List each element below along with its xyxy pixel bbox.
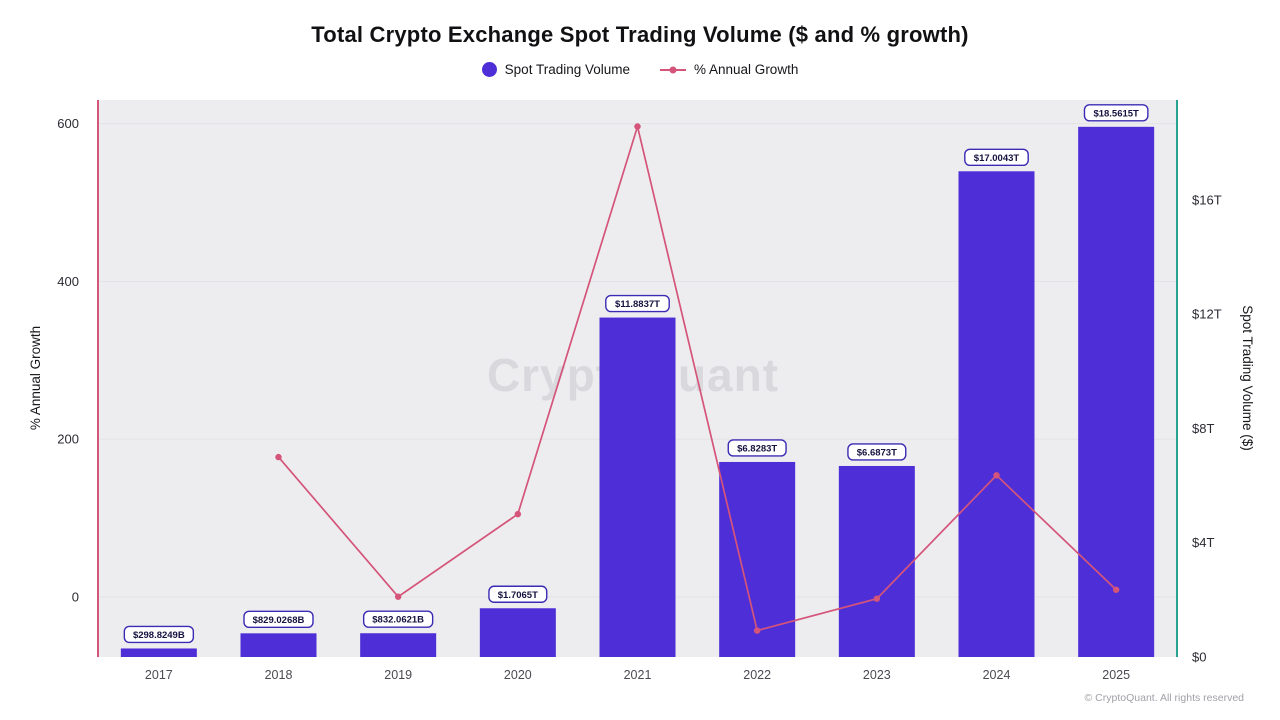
bar-label-box-2020 xyxy=(488,585,548,603)
legend: Spot Trading Volume % Annual Growth xyxy=(0,62,1280,77)
x-axis-tick-2018: 2018 xyxy=(265,668,293,682)
growth-point-2019[interactable] xyxy=(394,593,402,600)
growth-point-2025[interactable] xyxy=(1112,586,1120,593)
volume-legend-dot-icon xyxy=(481,62,497,77)
right-axis-tick-$0: $0 xyxy=(1192,650,1206,665)
legend-item-annual-growth[interactable]: % Annual Growth xyxy=(660,62,798,77)
growth-line xyxy=(277,123,1117,632)
x-axis-tick-2019: 2019 xyxy=(384,668,412,682)
bar-label-2024: $17.0043T xyxy=(974,153,1020,164)
copyright-text: © CryptoQuant. All rights reserved xyxy=(1084,692,1244,704)
bar-label-2025: $18.5615T xyxy=(1093,108,1139,119)
x-axis-tick-2020: 2020 xyxy=(504,668,532,682)
bar-label-2018: $829.0268B xyxy=(253,615,305,626)
bar-2021[interactable] xyxy=(599,317,676,657)
bar-label-2023: $6.6873T xyxy=(857,447,897,458)
x-axis-tick-2021: 2021 xyxy=(624,668,652,682)
growth-legend-line-icon xyxy=(660,66,687,73)
bar-label-box-2025 xyxy=(1083,104,1149,122)
left-axis-tick-400: 400 xyxy=(57,274,79,289)
left-axis-title: % Annual Growth xyxy=(28,326,43,430)
bar-2019[interactable] xyxy=(360,633,437,657)
x-axis-tick-2022: 2022 xyxy=(743,668,771,682)
bar-label-box-2019 xyxy=(362,610,434,628)
left-axis-tick-200: 200 xyxy=(57,432,79,447)
bar-label-box-2022 xyxy=(727,439,787,457)
x-axis-tick-2023: 2023 xyxy=(863,668,891,682)
bar-2023[interactable] xyxy=(838,465,915,657)
growth-legend-dot-icon xyxy=(669,66,677,73)
growth-point-2023[interactable] xyxy=(873,595,881,602)
bar-label-box-2017 xyxy=(123,625,195,644)
bar-2025[interactable] xyxy=(1078,126,1155,657)
right-axis-tick-$12T: $12T xyxy=(1192,307,1222,322)
growth-point-2024[interactable] xyxy=(993,472,1000,479)
bar-2017[interactable] xyxy=(120,648,197,657)
bar-label-2021: $11.8837T xyxy=(615,299,660,310)
bar-label-box-2021 xyxy=(605,294,670,313)
right-axis-title: Spot Trading Volume ($) xyxy=(1240,305,1255,451)
bar-label-box-2023 xyxy=(847,443,907,461)
bar-label-2017: $298.8249B xyxy=(133,630,185,641)
bar-label-box-2024 xyxy=(964,148,1029,166)
growth-point-2022[interactable] xyxy=(753,627,761,634)
bar-2024[interactable] xyxy=(958,171,1035,658)
left-axis-tick-600: 600 xyxy=(57,116,79,131)
right-axis-tick-$4T: $4T xyxy=(1192,535,1214,550)
bar-2018[interactable] xyxy=(240,633,317,657)
bar-2020[interactable] xyxy=(479,608,556,657)
growth-point-2020[interactable] xyxy=(514,510,522,518)
legend-item-spot-trading-volume[interactable]: Spot Trading Volume xyxy=(481,62,631,77)
chart-title: Total Crypto Exchange Spot Trading Volum… xyxy=(311,22,969,47)
bar-label-2019: $832.0621B xyxy=(372,615,424,626)
x-axis-tick-2025: 2025 xyxy=(1102,668,1130,682)
right-axis-tick-$16T: $16T xyxy=(1192,192,1222,207)
x-axis-tick-2024: 2024 xyxy=(983,668,1011,682)
right-axis-tick-$8T: $8T xyxy=(1192,421,1214,436)
bar-label-box-2018 xyxy=(243,610,314,629)
legend-label-volume: Spot Trading Volume xyxy=(504,62,631,77)
x-axis-tick-2017: 2017 xyxy=(145,668,173,682)
legend-label-growth: % Annual Growth xyxy=(694,62,799,77)
growth-point-2018[interactable] xyxy=(275,453,282,461)
bar-label-2020: $1.7065T xyxy=(498,590,538,601)
growth-point-2021[interactable] xyxy=(634,123,641,130)
bar-label-2022: $6.8283T xyxy=(737,443,777,454)
left-axis-tick-0: 0 xyxy=(72,590,79,605)
